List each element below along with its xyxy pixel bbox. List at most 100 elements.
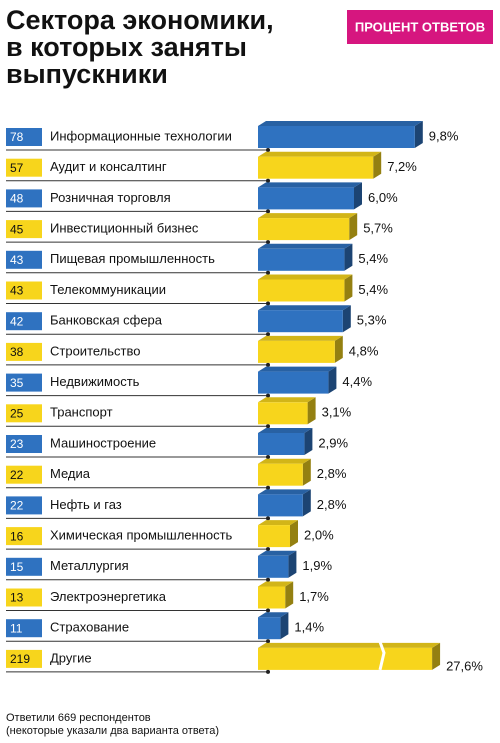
badge: [347, 10, 493, 44]
count-box: [6, 527, 42, 546]
count-label: 45: [10, 222, 24, 236]
value-label: 5,4%: [358, 282, 388, 297]
bar: [258, 458, 311, 486]
bar: [258, 397, 316, 425]
dot: [266, 608, 270, 613]
bar-side: [328, 366, 337, 394]
count-label: 22: [10, 468, 24, 482]
bar-side: [304, 428, 313, 455]
dot: [266, 516, 270, 521]
bar-face: [258, 371, 329, 394]
category-label: Розничная торговля: [50, 190, 171, 205]
bar-side: [302, 489, 311, 517]
bar-face: [258, 279, 345, 302]
value-label: 1,9%: [302, 558, 332, 573]
category-label: Пищевая промышленность: [50, 251, 215, 266]
dot: [266, 669, 270, 674]
bar-side: [307, 397, 316, 425]
count-label: 25: [10, 406, 24, 420]
value-label: 4,4%: [342, 374, 372, 389]
count-box: [6, 312, 42, 331]
count-label: 23: [10, 437, 24, 451]
bar: [258, 151, 382, 179]
bar-top: [258, 151, 382, 157]
title: Сектора экономики, в которых заняты выпуск…: [6, 5, 274, 89]
bar-face: [258, 555, 289, 578]
bar-side: [288, 550, 297, 578]
count-label: 43: [10, 253, 24, 267]
count-box: [6, 158, 42, 177]
bar: [258, 581, 294, 609]
dot: [266, 639, 270, 644]
bar-face: [258, 156, 374, 179]
dot: [266, 393, 270, 398]
bar: [258, 305, 351, 333]
bar: [258, 489, 311, 517]
bar: [258, 274, 353, 302]
dot: [266, 424, 270, 429]
dot: [266, 148, 270, 152]
bar: [258, 182, 362, 210]
dot: [266, 485, 270, 490]
bar-side: [344, 243, 353, 271]
category-label: Строительство: [50, 343, 140, 358]
bar-top: [258, 581, 294, 587]
category-label: Телекоммуникации: [50, 282, 166, 297]
count-box: [6, 373, 42, 392]
category-label: Химическая промышленность: [50, 528, 233, 543]
bar: [258, 243, 353, 271]
bar-top: [258, 213, 358, 219]
bar-face: [258, 494, 303, 517]
bar-top: [258, 305, 351, 311]
count-box: [6, 649, 42, 668]
bar-top: [258, 428, 313, 433]
category-label: Недвижимость: [50, 374, 140, 389]
dot: [266, 209, 270, 214]
bar-top: [258, 397, 316, 403]
value-label: 9,8%: [429, 128, 459, 143]
count-box: [6, 250, 42, 269]
dot: [266, 301, 270, 306]
category-label: Страхование: [50, 620, 129, 635]
count-box: [6, 435, 42, 453]
value-label: 2,8%: [317, 466, 347, 481]
value-label: 2,0%: [304, 528, 334, 543]
bar-side: [280, 612, 289, 640]
bar-top: [258, 366, 337, 372]
category-label: Транспорт: [50, 405, 113, 420]
category-label: Аудит и консалтинг: [50, 159, 167, 174]
bar-top: [258, 182, 362, 188]
dot: [266, 455, 270, 459]
dot: [266, 240, 270, 245]
footnote-text: Ответили 669 респондентов (некоторые указ…: [6, 712, 219, 737]
count-label: 57: [10, 161, 24, 175]
chart-title: Сектора экономики, в которых заняты выпуск…: [6, 5, 274, 89]
bar-top: [258, 550, 297, 556]
bar-face: [258, 248, 345, 271]
bar-side: [334, 335, 343, 363]
category-label: Банковская сфера: [50, 313, 163, 328]
count-label: 43: [10, 284, 24, 298]
value-label: 3,1%: [322, 405, 352, 420]
bar-top: [258, 520, 298, 526]
bar-side: [354, 182, 362, 210]
bar: [258, 642, 441, 670]
value-label: 2,8%: [317, 497, 347, 512]
footnote: Ответили 669 респондентов (некоторые указ…: [6, 712, 219, 737]
count-box: [6, 404, 42, 423]
count-label: 13: [10, 591, 24, 605]
count-label: 35: [10, 376, 24, 390]
value-label: 5,3%: [357, 313, 387, 328]
bar-top: [258, 335, 343, 341]
bar-top: [258, 612, 289, 618]
category-label: Электроэнергетика: [50, 589, 167, 604]
bar-face: [258, 310, 343, 333]
count-label: 11: [10, 621, 23, 635]
bar: [258, 213, 358, 241]
bar-top: [258, 121, 423, 126]
dot: [266, 270, 270, 275]
count-box: [6, 557, 42, 576]
bar: [258, 520, 298, 548]
category-label: Информационные технологии: [50, 128, 232, 143]
bar-face: [258, 586, 286, 609]
